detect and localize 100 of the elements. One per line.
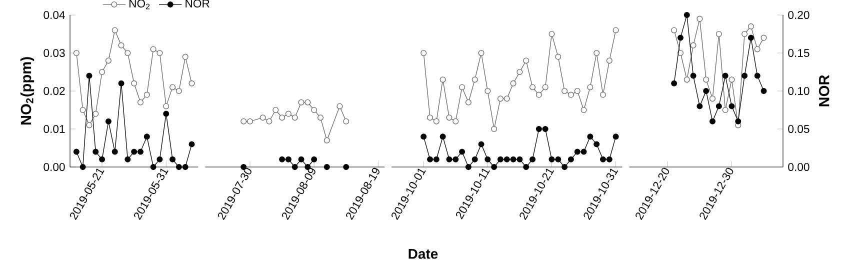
point — [188, 80, 195, 86]
point — [574, 148, 580, 155]
point — [690, 42, 696, 48]
point — [484, 156, 491, 162]
point — [240, 118, 247, 124]
point — [516, 68, 523, 75]
y-tick-label: 0.03 — [44, 48, 65, 58]
point — [491, 126, 498, 132]
point — [703, 76, 710, 83]
point — [587, 84, 594, 90]
point — [530, 84, 536, 90]
point — [317, 114, 324, 121]
point — [516, 156, 523, 162]
y-axis-title: NO$_{2}$(ppm) — [20, 57, 34, 125]
point — [124, 156, 131, 162]
point — [440, 76, 446, 83]
point — [472, 156, 478, 162]
point — [696, 103, 703, 110]
point — [690, 72, 696, 79]
point — [478, 50, 484, 56]
y-tick-label: 0.00 — [44, 162, 65, 171]
point — [722, 106, 728, 113]
point — [684, 12, 690, 18]
point — [112, 148, 118, 155]
x-axis-title: Date — [408, 249, 438, 259]
point — [728, 103, 735, 110]
y2-tick-label: 0.15 — [788, 48, 810, 57]
point — [497, 96, 504, 102]
point — [760, 34, 767, 41]
point — [684, 76, 690, 83]
point — [574, 88, 580, 94]
point — [137, 148, 144, 155]
point — [562, 88, 568, 94]
point — [484, 88, 491, 94]
point — [735, 118, 742, 124]
point — [260, 114, 266, 121]
point — [548, 30, 555, 37]
point — [671, 80, 678, 86]
point — [343, 118, 350, 124]
point — [156, 156, 163, 162]
point — [144, 134, 150, 140]
point — [710, 96, 716, 102]
point — [523, 58, 530, 64]
point — [298, 99, 304, 106]
point — [131, 80, 138, 86]
point — [336, 103, 343, 110]
point — [170, 84, 176, 90]
point — [580, 148, 587, 155]
point — [272, 106, 279, 113]
point — [163, 103, 170, 110]
y2-tick-label: 0.20 — [788, 10, 810, 19]
point — [472, 76, 478, 83]
point — [150, 46, 156, 52]
point — [446, 114, 452, 121]
point — [427, 114, 434, 121]
point — [131, 148, 138, 155]
point — [562, 164, 568, 170]
point — [600, 92, 606, 98]
point — [478, 141, 484, 148]
point — [118, 42, 124, 48]
y-tick-label: 0.01 — [44, 124, 65, 133]
point — [452, 118, 459, 124]
point — [440, 134, 446, 140]
point — [696, 16, 703, 22]
point — [176, 88, 182, 94]
point — [606, 156, 612, 162]
point — [677, 50, 684, 56]
point — [182, 54, 188, 60]
point — [760, 88, 767, 94]
point — [504, 96, 510, 102]
point — [754, 72, 760, 79]
point — [742, 72, 748, 79]
point — [105, 118, 112, 124]
point — [86, 122, 92, 128]
point — [580, 106, 587, 113]
point — [504, 156, 510, 162]
point — [600, 156, 606, 162]
point — [748, 23, 754, 30]
point — [568, 92, 574, 98]
y-tick-label: 0.02 — [44, 86, 65, 95]
point — [420, 134, 427, 140]
y2-tick-label: 0.10 — [788, 86, 810, 95]
point — [279, 114, 286, 121]
point — [465, 99, 472, 106]
y2-tick-label: 0.00 — [788, 162, 810, 171]
point — [497, 156, 504, 162]
point — [728, 76, 735, 83]
point — [266, 118, 272, 124]
point — [536, 92, 542, 98]
point — [80, 106, 86, 113]
point — [144, 92, 150, 98]
point — [433, 156, 440, 162]
point — [292, 114, 298, 121]
y2-axis-title: NOR — [818, 75, 830, 106]
point — [433, 118, 440, 124]
point — [182, 164, 188, 170]
y-tick-label: 0.04 — [44, 10, 65, 20]
y2-tick-label: 0.05 — [788, 124, 810, 133]
point — [612, 134, 619, 140]
point — [105, 58, 112, 64]
